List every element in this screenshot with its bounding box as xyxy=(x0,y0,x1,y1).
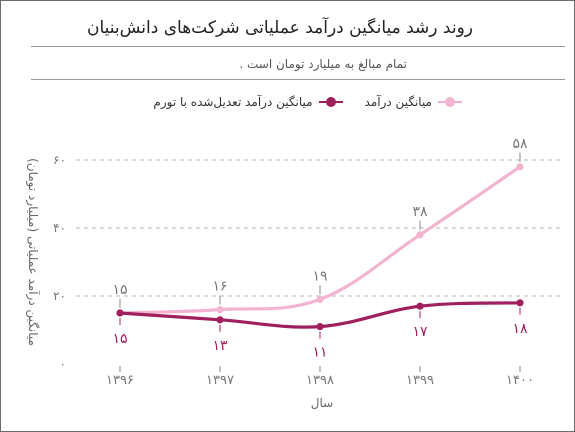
data-label-adjusted: ۱۳ xyxy=(212,338,228,354)
legend-label-adjusted: میانگین درآمد تعدیل‌شده با تورم xyxy=(153,95,313,109)
data-point-revenue xyxy=(216,306,224,314)
title-divider xyxy=(31,46,565,47)
chart-legend: میانگین درآمد میانگین درآمد تعدیل‌شده با… xyxy=(122,92,462,112)
subtitle-divider xyxy=(31,79,565,80)
y-tick-label: ۴۰ xyxy=(53,221,66,235)
data-label-adjusted: ۱۵ xyxy=(112,331,127,347)
data-point-adjusted xyxy=(416,302,424,310)
data-point-adjusted xyxy=(516,299,524,307)
legend-item-adjusted: میانگین درآمد تعدیل‌شده با تورم xyxy=(153,95,343,109)
y-tick-label: ۶۰ xyxy=(53,153,66,167)
chart-title: روند رشد میانگین درآمد عملیاتی شرکت‌های … xyxy=(86,18,473,38)
data-point-revenue xyxy=(516,163,524,171)
data-label-adjusted: ۱۸ xyxy=(512,321,528,337)
x-tick-label: ۱۳۹۷ xyxy=(206,373,234,388)
data-point-revenue xyxy=(416,231,424,239)
data-label-revenue: ۳۸ xyxy=(412,204,428,220)
data-label-adjusted: ۱۱ xyxy=(312,345,327,361)
data-label-adjusted: ۱۷ xyxy=(412,324,428,340)
legend-label-revenue: میانگین درآمد xyxy=(364,95,432,109)
data-point-adjusted xyxy=(216,316,224,324)
x-tick-label: ۱۳۹۸ xyxy=(306,373,334,388)
x-axis-label: سال xyxy=(310,396,334,410)
x-tick-label: ۱۳۹۹ xyxy=(406,373,434,388)
data-label-revenue: ۱۹ xyxy=(312,268,327,284)
y-tick-label: ۰ xyxy=(60,357,66,371)
x-tick-label: ۱۴۰۰ xyxy=(506,373,534,388)
data-point-revenue xyxy=(316,295,324,303)
legend-swatch-revenue xyxy=(438,96,462,108)
data-point-adjusted xyxy=(316,323,324,331)
legend-swatch-adjusted xyxy=(318,96,343,108)
y-tick-label: ۲۰ xyxy=(53,289,66,303)
data-label-revenue: ۱۵ xyxy=(112,282,127,298)
data-label-revenue: ۵۸ xyxy=(512,136,528,152)
chart-subtitle: تمام مبالغ به میلیارد تومان است . xyxy=(239,57,407,71)
data-point-adjusted xyxy=(116,309,124,317)
data-label-revenue: ۱۶ xyxy=(212,279,227,295)
x-tick-label: ۱۳۹۶ xyxy=(106,373,134,388)
legend-item-revenue: میانگین درآمد xyxy=(365,95,462,109)
